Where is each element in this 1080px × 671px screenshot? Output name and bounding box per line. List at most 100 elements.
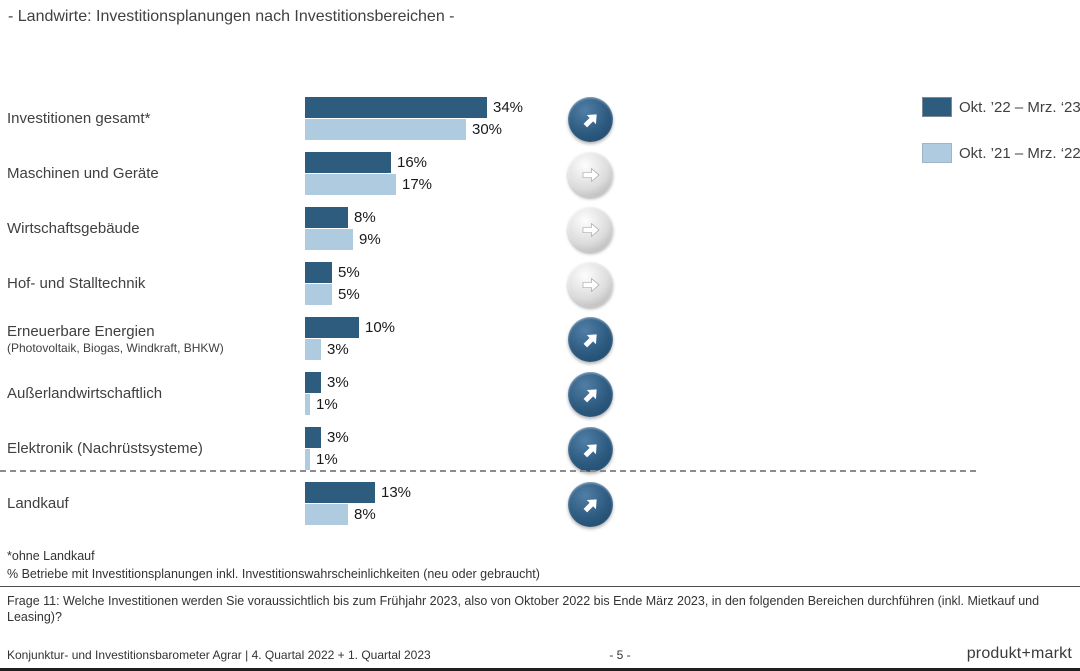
bar-series2	[305, 449, 310, 470]
chart-row: Hof- und Stalltechnik 5% 5%	[0, 262, 1080, 307]
row-label-block: Außerlandwirtschaftlich	[7, 372, 299, 416]
bar-series2	[305, 284, 332, 305]
bar-line: 3%	[305, 372, 349, 393]
row-label: Außerlandwirtschaftlich	[7, 385, 163, 402]
separator-line	[0, 586, 1080, 587]
footnote-landkauf: *ohne Landkauf	[7, 549, 95, 563]
bar-value-series2: 1%	[316, 451, 338, 468]
arrow-glyph	[583, 333, 597, 347]
trend-right-arrow-icon	[568, 152, 613, 197]
bar-value-series1: 10%	[365, 319, 396, 336]
arrow-glyph	[583, 113, 597, 127]
arrow-glyph	[583, 388, 597, 402]
produkt-markt-logo: produkt+markt	[966, 645, 1072, 662]
row-label: Landkauf	[7, 495, 69, 512]
trend-up-arrow-icon	[568, 372, 613, 417]
bar-value-series1: 8%	[354, 209, 376, 226]
chart-row: Maschinen und Geräte 16% 17%	[0, 152, 1080, 197]
bar-line: 16%	[305, 152, 432, 173]
trend-up-arrow-icon	[568, 317, 613, 362]
legend-swatch-series2	[922, 143, 952, 163]
trend-up-arrow-icon	[568, 97, 613, 142]
legend-item: Okt. ’22 – Mrz. ‘23	[922, 97, 1080, 117]
bar-line: 5%	[305, 284, 360, 305]
row-label: Wirtschaftsgebäude	[7, 220, 140, 237]
bar-series1	[305, 317, 359, 338]
row-sublabel: (Photovoltaik, Biogas, Windkraft, BHKW)	[7, 341, 224, 355]
page-title: - Landwirte: Investitionsplanungen nach …	[8, 8, 455, 25]
bar-value-series2: 3%	[327, 341, 349, 358]
arrow-glyph	[582, 277, 599, 292]
bar-group: 13% 8%	[305, 482, 411, 525]
bar-line: 13%	[305, 482, 411, 503]
bar-line: 30%	[305, 119, 523, 140]
bar-line: 8%	[305, 207, 381, 228]
bar-group: 16% 17%	[305, 152, 432, 195]
bar-series1	[305, 97, 487, 118]
legend-label: Okt. ’21 – Mrz. ‘22	[959, 144, 1080, 162]
bar-value-series1: 3%	[327, 374, 349, 391]
bar-line: 3%	[305, 427, 349, 448]
bar-group: 8% 9%	[305, 207, 381, 250]
chart-row: Investitionen gesamt* 34% 30%	[0, 97, 1080, 142]
trend-right-arrow-icon	[568, 207, 613, 252]
bar-series2	[305, 119, 466, 140]
arrow-glyph	[582, 167, 599, 182]
bar-value-series1: 16%	[397, 154, 428, 171]
bar-line: 1%	[305, 394, 349, 415]
arrow-glyph	[582, 222, 599, 237]
bar-value-series1: 34%	[493, 99, 524, 116]
footer-page-number: - 5 -	[609, 648, 631, 662]
bar-value-series1: 3%	[327, 429, 349, 446]
bar-series1	[305, 207, 348, 228]
chart-row: Landkauf 13% 8%	[0, 482, 1080, 527]
bar-value-series1: 13%	[381, 484, 412, 501]
bar-value-series2: 30%	[472, 121, 503, 138]
bar-series1	[305, 427, 321, 448]
bar-series2	[305, 504, 348, 525]
row-label-block: Maschinen und Geräte	[7, 152, 299, 196]
trend-up-arrow-icon	[568, 427, 613, 472]
row-label: Erneuerbare Energien	[7, 323, 155, 340]
legend-item: Okt. ’21 – Mrz. ‘22	[922, 143, 1080, 163]
bar-series1	[305, 372, 321, 393]
bar-value-series2: 9%	[359, 231, 381, 248]
row-label: Investitionen gesamt*	[7, 110, 151, 127]
bar-series2	[305, 339, 321, 360]
row-label-block: Erneuerbare Energien (Photovoltaik, Biog…	[7, 317, 299, 361]
row-label-block: Investitionen gesamt*	[7, 97, 299, 141]
bar-value-series2: 8%	[354, 506, 376, 523]
bar-group: 3% 1%	[305, 427, 349, 470]
row-label-block: Elektronik (Nachrüstsysteme)	[7, 427, 299, 471]
bar-line: 1%	[305, 449, 349, 470]
arrow-glyph	[583, 443, 597, 457]
chart-row: Erneuerbare Energien (Photovoltaik, Biog…	[0, 317, 1080, 362]
bar-value-series2: 1%	[316, 396, 338, 413]
chart-row: Außerlandwirtschaftlich 3% 1%	[0, 372, 1080, 417]
footer-source: Konjunktur- und Investitionsbarometer Ag…	[7, 648, 431, 662]
bar-group: 34% 30%	[305, 97, 523, 140]
dashed-separator	[0, 470, 976, 472]
bar-series1	[305, 152, 391, 173]
row-label: Elektronik (Nachrüstsysteme)	[7, 440, 203, 457]
bar-series2	[305, 394, 310, 415]
legend-swatch-series1	[922, 97, 952, 117]
bar-line: 34%	[305, 97, 523, 118]
row-label-block: Hof- und Stalltechnik	[7, 262, 299, 306]
row-label-block: Wirtschaftsgebäude	[7, 207, 299, 251]
bar-line: 10%	[305, 317, 395, 338]
row-label-block: Landkauf	[7, 482, 299, 526]
bar-value-series2: 17%	[402, 176, 433, 193]
arrow-glyph	[583, 498, 597, 512]
chart-row: Wirtschaftsgebäude 8% 9%	[0, 207, 1080, 252]
legend-label: Okt. ’22 – Mrz. ‘23	[959, 98, 1080, 116]
bar-group: 5% 5%	[305, 262, 360, 305]
bar-series1	[305, 262, 332, 283]
bar-group: 3% 1%	[305, 372, 349, 415]
trend-up-arrow-icon	[568, 482, 613, 527]
bar-line: 9%	[305, 229, 381, 250]
bar-line: 8%	[305, 504, 411, 525]
survey-question: Frage 11: Welche Investitionen werden Si…	[7, 594, 1040, 624]
bar-series2	[305, 174, 396, 195]
